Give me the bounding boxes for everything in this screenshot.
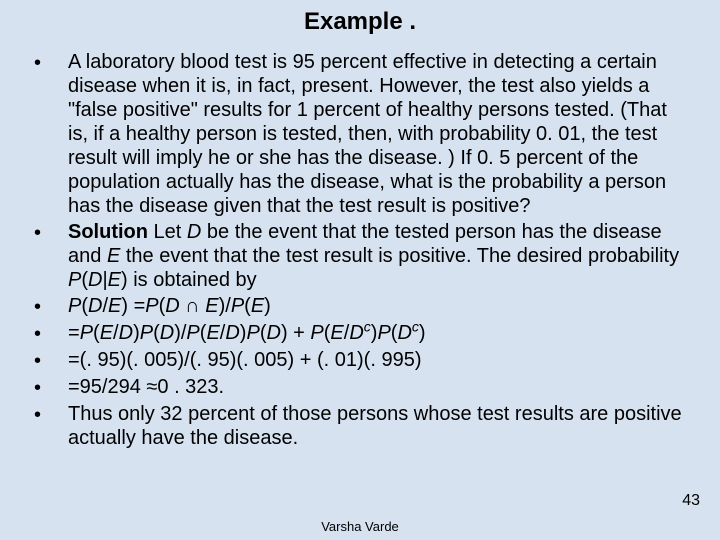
page-number: 43 bbox=[682, 492, 700, 510]
bullet-marker: • bbox=[34, 348, 68, 373]
bullet-marker: • bbox=[34, 294, 68, 319]
slide-content: • A laboratory blood test is 95 percent … bbox=[0, 50, 720, 450]
list-item: • Thus only 32 percent of those persons … bbox=[34, 402, 692, 450]
bullet-text: =P(E/D)P(D)/P(E/D)P(D) + P(E/Dc)P(Dc) bbox=[68, 321, 426, 345]
list-item: • =95/294 ≈0 . 323. bbox=[34, 375, 692, 400]
bullet-text: Solution Let D be the event that the tes… bbox=[68, 220, 692, 292]
bullet-marker: • bbox=[34, 375, 68, 400]
bullet-marker: • bbox=[34, 321, 68, 346]
list-item: • Solution Let D be the event that the t… bbox=[34, 220, 692, 292]
bullet-marker: • bbox=[34, 220, 68, 245]
list-item: • P(D/E) =P(D ∩ E)/P(E) bbox=[34, 294, 692, 319]
bullet-text: P(D/E) =P(D ∩ E)/P(E) bbox=[68, 294, 271, 318]
bullet-text: Thus only 32 percent of those persons wh… bbox=[68, 402, 692, 450]
list-item: • A laboratory blood test is 95 percent … bbox=[34, 50, 692, 218]
bullet-text: =95/294 ≈0 . 323. bbox=[68, 375, 224, 399]
bullet-marker: • bbox=[34, 402, 68, 427]
list-item: • =(. 95)(. 005)/(. 95)(. 005) + (. 01)(… bbox=[34, 348, 692, 373]
footer-author: Varsha Varde bbox=[0, 519, 720, 534]
bullet-text: =(. 95)(. 005)/(. 95)(. 005) + (. 01)(. … bbox=[68, 348, 421, 372]
list-item: • =P(E/D)P(D)/P(E/D)P(D) + P(E/Dc)P(Dc) bbox=[34, 321, 692, 346]
bullet-text: A laboratory blood test is 95 percent ef… bbox=[68, 50, 692, 218]
bullet-marker: • bbox=[34, 50, 68, 75]
slide-title: Example . bbox=[0, 0, 720, 50]
